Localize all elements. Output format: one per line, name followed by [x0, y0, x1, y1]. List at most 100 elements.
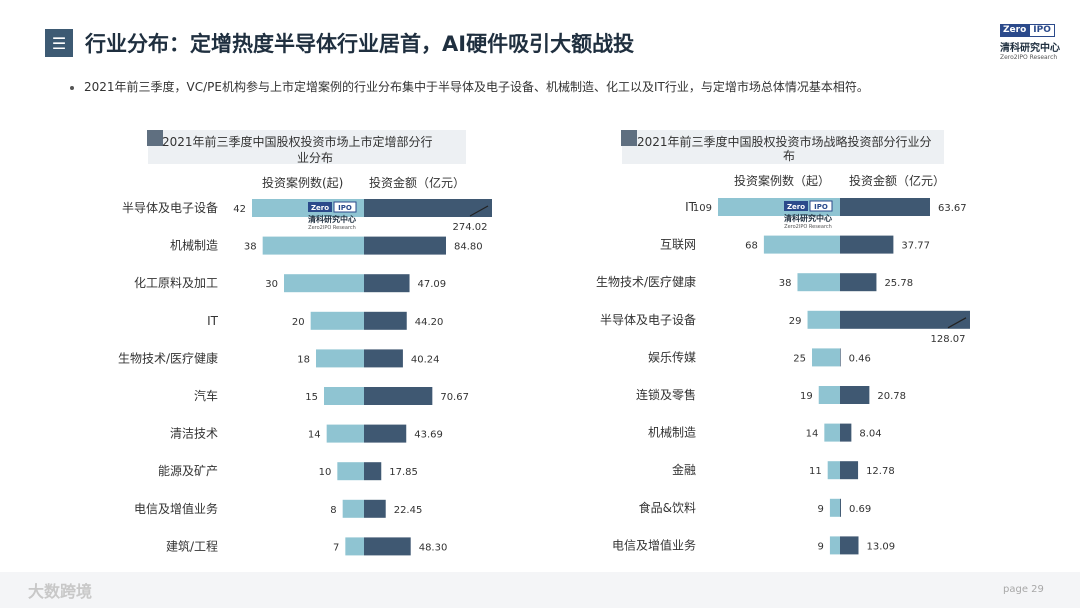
bar-amount [840, 461, 859, 480]
bar-amount [840, 310, 970, 329]
bar-cases [337, 462, 364, 481]
amount-value-label: 128.07 [931, 334, 966, 345]
amount-value-label: 37.77 [901, 241, 930, 252]
category-label: 能源及矿产 [158, 464, 218, 478]
bar-amount [364, 349, 403, 368]
cases-value-label: 109 [693, 203, 712, 214]
cases-value-label: 30 [265, 279, 278, 290]
amount-value-label: 40.24 [411, 354, 440, 365]
category-label: 化工原料及加工 [134, 276, 218, 290]
bar-amount [840, 498, 841, 517]
bar-amount [364, 236, 446, 255]
category-label: 清洁技术 [170, 427, 218, 441]
amount-value-label: 0.69 [849, 504, 871, 515]
inner-logo-ipo-bg [333, 201, 357, 213]
legend-amount-0: 投资金额（亿元） [369, 175, 465, 190]
inner-logo-cn: 清科研究中心 [308, 214, 356, 224]
bar-cases [345, 537, 364, 556]
bar-cases [824, 423, 840, 442]
bar-amount [840, 423, 852, 442]
cases-value-label: 25 [793, 353, 806, 364]
category-label: 生物技术/医疗健康 [118, 350, 218, 365]
amount-value-label: 8.04 [859, 429, 881, 440]
chart-title-line1-0: 2021年前三季度中国股权投资市场上市定增部分行 [162, 134, 433, 149]
cases-value-label: 19 [800, 391, 813, 402]
hamburger-icon[interactable]: ☰ [45, 29, 73, 57]
logo-zero: Zero [1000, 24, 1030, 37]
bar-amount [840, 273, 877, 292]
zero2ipo-logo: Zero IPO 清科研究中心 Zero2IPO Research [1000, 24, 1062, 61]
cases-value-label: 8 [330, 505, 336, 516]
legend-cases-1: 投资案例数（起） [734, 173, 830, 188]
axis-break-mark [947, 317, 967, 329]
logo-ipo: IPO [1029, 24, 1055, 37]
bar-cases [807, 310, 840, 329]
category-label: 汽车 [194, 388, 218, 403]
bar-cases [797, 273, 840, 292]
bar-cases [262, 236, 364, 255]
inner-logo-en: Zero2IPO Research [784, 224, 832, 230]
bar-cases [324, 387, 364, 405]
cases-value-label: 42 [233, 204, 246, 215]
amount-value-label: 70.67 [440, 392, 469, 403]
inner-logo-ipo: IPO [338, 204, 352, 212]
bar-cases [342, 499, 364, 518]
bar-amount [364, 462, 382, 481]
category-label: IT [207, 314, 219, 328]
category-label: 互联网 [660, 238, 696, 252]
logo-cn-name: 清科研究中心 [1000, 43, 1060, 54]
amount-value-label: 20.78 [877, 391, 906, 402]
bar-cases [818, 386, 840, 404]
bar-cases [284, 274, 364, 293]
legend-amount-1: 投资金额（亿元） [849, 173, 945, 188]
inner-logo-zero: Zero [311, 204, 329, 212]
inner-logo-cn: 清科研究中心 [784, 213, 832, 223]
category-label: IT [685, 200, 697, 214]
cases-value-label: 10 [319, 467, 332, 478]
amount-value-label: 84.80 [454, 242, 483, 253]
category-label: 建筑/工程 [166, 538, 218, 553]
bar-cases [316, 349, 364, 368]
title-bar: ☰ 行业分布：定增热度半导体行业居首，AI硬件吸引大额战投 [45, 26, 634, 60]
bar-cases [812, 348, 840, 367]
axis-break-mark [469, 205, 489, 217]
cases-value-label: 14 [806, 429, 819, 440]
logo-en-name: Zero2IPO Research [1000, 54, 1058, 61]
chart-title-line2-0: 业分布 [297, 151, 333, 165]
category-label: 半导体及电子设备 [122, 201, 218, 215]
inner-logo-zero-bg [308, 202, 332, 212]
category-label: 电信及增值业务 [612, 537, 696, 552]
bar-amount [840, 536, 859, 555]
bar-amount [364, 311, 407, 330]
bar-cases [829, 536, 840, 555]
bar-amount [364, 387, 433, 405]
bar-amount [840, 235, 894, 254]
category-label: 电信及增值业务 [134, 501, 218, 516]
cases-value-label: 9 [818, 504, 824, 515]
chart-title-line1-1: 2021年前三季度中国股权投资市场战略投资部分行业分 [637, 134, 932, 149]
chart-title-bg-0 [148, 130, 466, 164]
amount-value-label: 48.30 [419, 542, 448, 553]
category-label: 机械制造 [648, 425, 696, 440]
amount-value-label: 43.69 [414, 430, 443, 441]
footer-strip [0, 572, 1080, 608]
inner-logo-ipo: IPO [814, 203, 828, 211]
cases-value-label: 18 [297, 354, 310, 365]
amount-value-label: 274.02 [453, 222, 488, 233]
cases-value-label: 38 [244, 242, 257, 253]
category-label: 连锁及零售 [636, 387, 696, 402]
inner-logo-ipo-bg [809, 200, 833, 212]
amount-value-label: 17.85 [389, 467, 418, 478]
chart-title-square-icon-1 [621, 130, 637, 146]
bar-amount [364, 537, 411, 556]
amount-value-label: 13.09 [867, 541, 896, 552]
category-label: 生物技术/医疗健康 [596, 274, 696, 289]
inner-logo-zero: Zero [787, 203, 805, 211]
summary-bullet: 2021年前三季度，VC/PE机构参与上市定增案例的行业分布集中于半导体及电子设… [70, 78, 869, 95]
cases-value-label: 7 [333, 542, 339, 553]
summary-text: 2021年前三季度，VC/PE机构参与上市定增案例的行业分布集中于半导体及电子设… [84, 80, 869, 94]
chart-title-bg-1 [622, 130, 944, 164]
bar-amount [364, 499, 386, 518]
category-label: 金融 [672, 462, 696, 477]
category-label: 半导体及电子设备 [600, 313, 696, 327]
